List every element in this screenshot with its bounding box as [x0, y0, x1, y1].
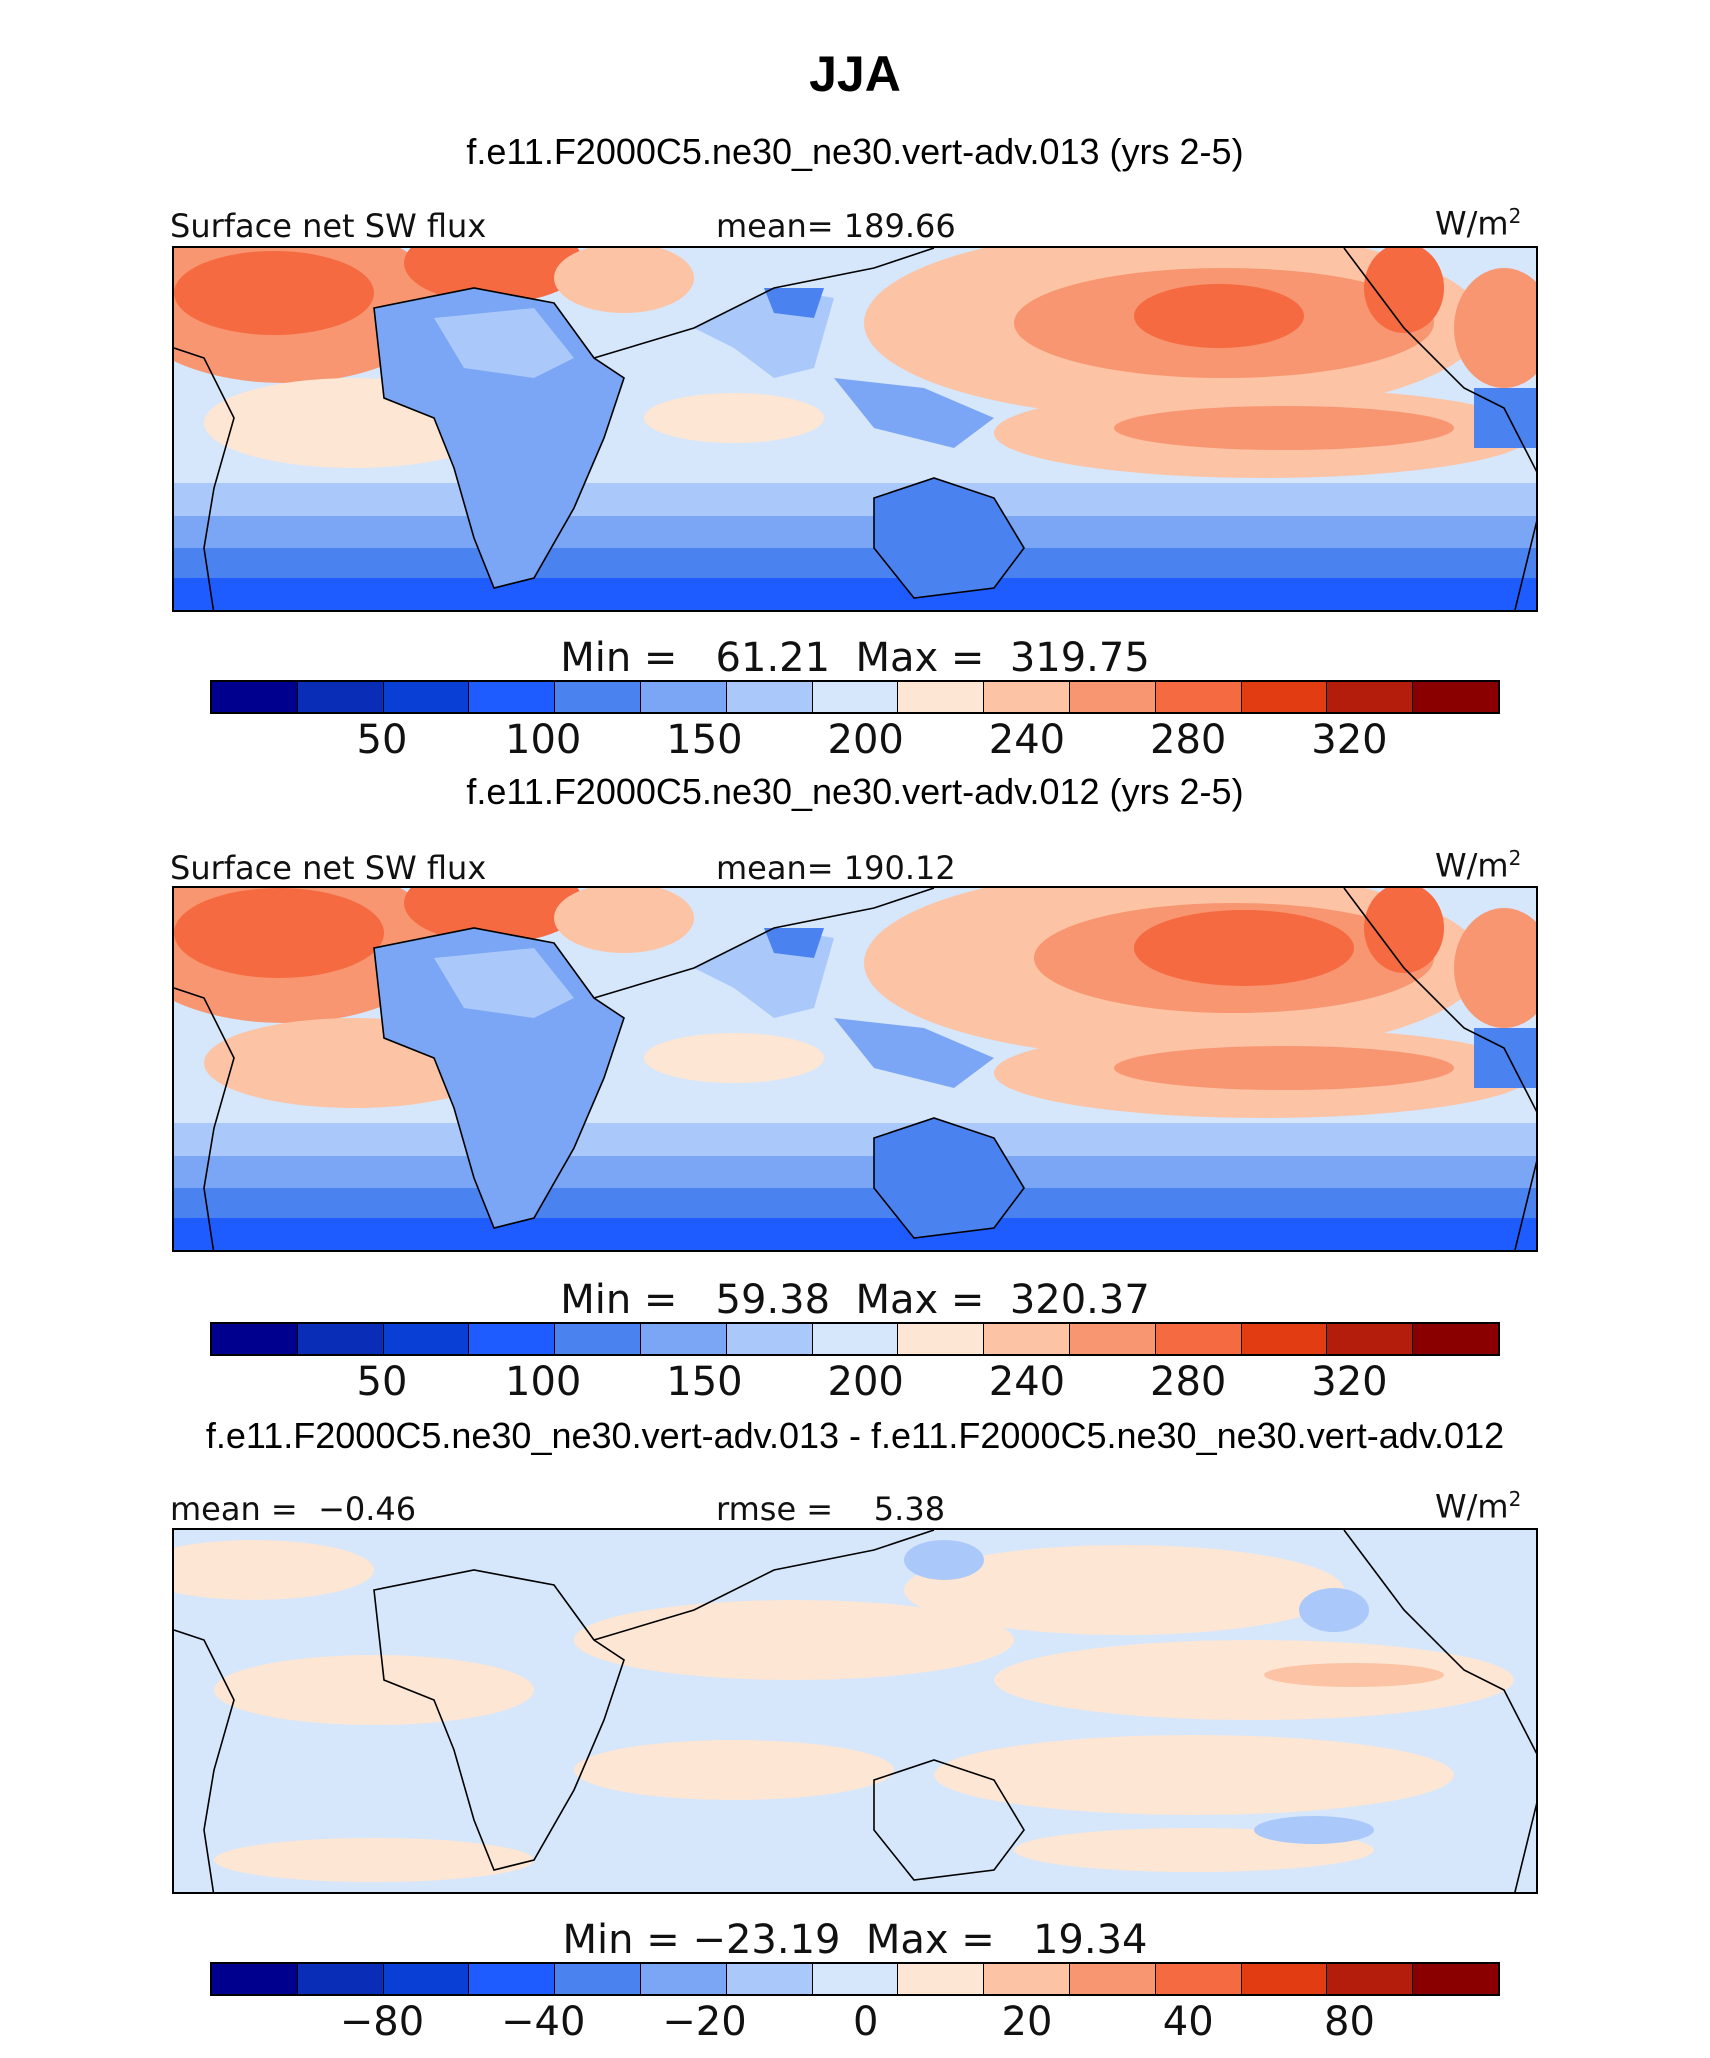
colorbar-swatch	[1413, 1324, 1498, 1354]
colorbar-swatch	[297, 1964, 384, 1994]
colorbar-swatch	[1327, 682, 1414, 712]
colorbar-swatch	[1413, 1964, 1498, 1994]
panel3-tick: 20	[1001, 1999, 1053, 2045]
panel1-map	[172, 246, 1538, 612]
panel3-colorbar-ticks: −80 −40 −20 0 20 40 80	[210, 2000, 1500, 2044]
panel3-tick: −80	[339, 1999, 425, 2045]
panel3-title: f.e11.F2000C5.ne30_ne30.vert-adv.013 - f…	[205, 1415, 1505, 1456]
colorbar-swatch	[469, 1964, 556, 1994]
colorbar-swatch	[1155, 682, 1242, 712]
panel2-colorbar	[210, 1322, 1500, 1356]
colorbar-swatch	[383, 1964, 470, 1994]
colorbar-swatch	[898, 1964, 985, 1994]
colorbar-swatch	[469, 682, 556, 712]
panel1-colorbar-ticks: 50 100 150 200 240 280 320	[210, 718, 1500, 762]
colorbar-swatch	[1241, 1964, 1328, 1994]
colorbar-swatch	[898, 682, 985, 712]
colorbar-swatch	[555, 1324, 641, 1354]
colorbar-swatch	[1069, 1324, 1156, 1354]
panel2-tick: 320	[1311, 1359, 1388, 1405]
colorbar-swatch	[640, 1964, 727, 1994]
figure-title: JJA	[809, 46, 901, 102]
panel3-rmse-label: rmse = 5.38	[716, 1490, 946, 1528]
colorbar-swatch	[640, 682, 727, 712]
colorbar-swatch	[469, 1324, 556, 1354]
panel1-minmax: Min = 61.21 Max = 319.75	[560, 635, 1150, 681]
colorbar-swatch	[726, 682, 813, 712]
panel1-tick: 240	[988, 717, 1066, 763]
panel2-colorbar-ticks: 50 100 150 200 240 280 320	[210, 1360, 1500, 1404]
panel1-tick: 280	[1150, 717, 1227, 763]
colorbar-swatch	[212, 682, 298, 712]
colorbar-swatch	[212, 1324, 298, 1354]
colorbar-swatch	[555, 1964, 641, 1994]
colorbar-swatch	[726, 1964, 813, 1994]
colorbar-swatch	[726, 1324, 813, 1354]
panel2-units: W/m2	[1435, 846, 1522, 885]
colorbar-swatch	[1413, 682, 1498, 712]
colorbar-swatch	[383, 1324, 470, 1354]
panel2-tick: 50	[356, 1359, 408, 1405]
panel3-map	[172, 1528, 1538, 1894]
colorbar-swatch	[1069, 1964, 1156, 1994]
panel2-tick: 200	[827, 1359, 904, 1405]
panel1-tick: 200	[827, 717, 904, 763]
panel3-tick: −40	[500, 1999, 586, 2045]
colorbar-swatch	[984, 1964, 1070, 1994]
panel2-variable-label: Surface net SW flux	[170, 849, 487, 887]
colorbar-swatch	[1155, 1964, 1242, 1994]
panel1-tick: 150	[666, 717, 743, 763]
panel2-minmax: Min = 59.38 Max = 320.37	[560, 1277, 1150, 1323]
panel2-title: f.e11.F2000C5.ne30_ne30.vert-adv.012 (yr…	[466, 771, 1244, 812]
panel3-tick: 80	[1324, 1999, 1375, 2045]
colorbar-swatch	[297, 682, 384, 712]
colorbar-swatch	[1327, 1964, 1414, 1994]
panel3-tick: −20	[662, 1999, 747, 2045]
colorbar-swatch	[898, 1324, 985, 1354]
colorbar-swatch	[1327, 1324, 1414, 1354]
colorbar-swatch	[812, 682, 899, 712]
panel2-tick: 150	[666, 1359, 743, 1405]
panel3-minmax: Min = −23.19 Max = 19.34	[562, 1917, 1148, 1963]
colorbar-swatch	[1069, 682, 1156, 712]
panel1-units: W/m2	[1435, 204, 1522, 243]
panel2-tick: 240	[988, 1359, 1066, 1405]
panel1-mean-label: mean= 189.66	[716, 207, 956, 245]
panel3-units: W/m2	[1435, 1487, 1522, 1526]
panel1-colorbar	[210, 680, 1500, 714]
panel2-tick: 280	[1150, 1359, 1227, 1405]
panel3-colorbar	[210, 1962, 1500, 1996]
colorbar-swatch	[212, 1964, 298, 1994]
colorbar-swatch	[640, 1324, 727, 1354]
colorbar-swatch	[812, 1964, 899, 1994]
colorbar-swatch	[1241, 1324, 1328, 1354]
panel3-mean-label: mean = −0.46	[170, 1490, 417, 1528]
colorbar-swatch	[297, 1324, 384, 1354]
panel3-tick: 0	[852, 1999, 879, 2045]
colorbar-swatch	[984, 682, 1070, 712]
colorbar-swatch	[1241, 682, 1328, 712]
colorbar-swatch	[812, 1324, 899, 1354]
panel1-variable-label: Surface net SW flux	[170, 207, 487, 245]
colorbar-swatch	[383, 682, 470, 712]
panel1-tick: 100	[505, 717, 582, 763]
panel1-tick: 320	[1311, 717, 1388, 763]
colorbar-swatch	[555, 682, 641, 712]
panel1-tick: 50	[356, 717, 408, 763]
colorbar-swatch	[984, 1324, 1070, 1354]
panel3-tick: 40	[1162, 1999, 1214, 2045]
panel1-title: f.e11.F2000C5.ne30_ne30.vert-adv.013 (yr…	[466, 131, 1244, 172]
panel2-map	[172, 886, 1538, 1252]
panel2-tick: 100	[505, 1359, 582, 1405]
colorbar-swatch	[1155, 1324, 1242, 1354]
panel2-mean-label: mean= 190.12	[716, 849, 956, 887]
